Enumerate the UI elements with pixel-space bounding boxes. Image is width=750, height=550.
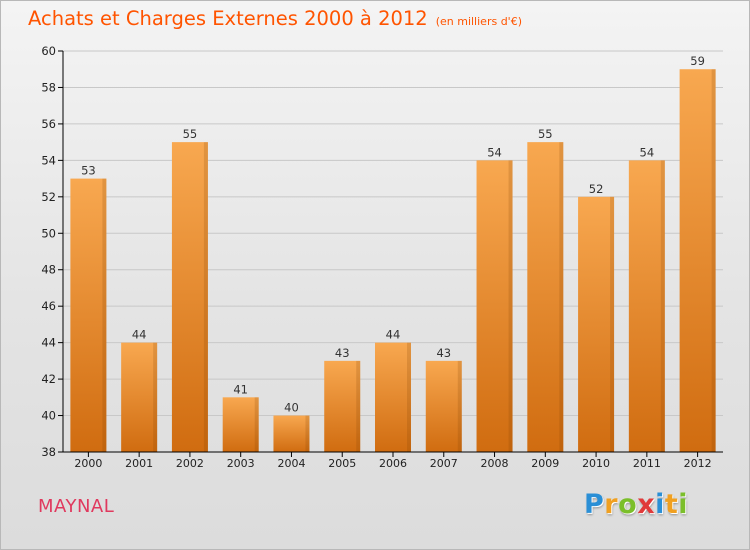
axes — [58, 50, 723, 457]
data-label: 54 — [640, 145, 655, 159]
bar-shade — [610, 196, 615, 452]
data-label: 54 — [487, 145, 502, 159]
y-tick-label: 60 — [41, 44, 56, 58]
y-tick-label: 38 — [41, 445, 56, 459]
x-tick-label: 2005 — [328, 457, 356, 470]
logo-letter: o — [618, 489, 638, 520]
bar-shade — [559, 142, 564, 453]
x-tick-label: 2002 — [176, 457, 204, 470]
x-tick-label: 2012 — [684, 457, 712, 470]
data-label: 44 — [386, 328, 401, 342]
logo-letter: P — [584, 489, 605, 520]
data-label: 55 — [183, 127, 198, 141]
data-label: 52 — [589, 182, 604, 196]
proxiti-logo[interactable]: Proxiti — [584, 489, 688, 520]
data-label: 44 — [132, 328, 147, 342]
x-tick-label: 2010 — [582, 457, 610, 470]
bar — [375, 342, 411, 452]
bar-shade — [660, 160, 665, 452]
bar-shade — [711, 69, 716, 453]
bar-shade — [203, 142, 208, 453]
data-label: 53 — [81, 164, 96, 178]
data-label: 55 — [538, 127, 553, 141]
y-tick-label: 44 — [41, 336, 56, 350]
y-tick-label: 46 — [41, 299, 56, 313]
data-label: 59 — [690, 54, 705, 68]
y-tick-label: 52 — [41, 190, 56, 204]
y-tick-label: 40 — [41, 409, 56, 423]
bar — [273, 415, 310, 452]
bar-shade — [407, 342, 411, 452]
x-tick-label: 2004 — [277, 457, 305, 470]
x-tick-label: 2001 — [125, 457, 153, 470]
bar — [70, 178, 107, 452]
x-tick-label: 2009 — [531, 457, 559, 470]
x-tick-label: 2011 — [633, 457, 661, 470]
logo-letter: i — [655, 489, 665, 520]
chart-unit: (en milliers d'€) — [435, 15, 522, 28]
bar — [476, 160, 513, 452]
y-tick-label: 50 — [41, 226, 56, 240]
x-tick-label: 2007 — [430, 457, 458, 470]
bar-shade — [254, 397, 259, 452]
bar — [324, 360, 361, 452]
data-label: 43 — [335, 346, 350, 360]
y-tick-label: 58 — [41, 80, 56, 94]
bar — [425, 360, 462, 452]
x-tick-label: 2003 — [227, 457, 255, 470]
x-tick-label: 2008 — [481, 457, 509, 470]
bar-shade — [305, 415, 310, 452]
y-tick-label: 54 — [41, 153, 56, 167]
y-tick-label: 56 — [41, 117, 56, 131]
bar — [222, 397, 259, 452]
y-tick-label: 48 — [41, 263, 56, 277]
bar — [679, 69, 716, 453]
y-tick-label: 42 — [41, 372, 56, 386]
data-label: 41 — [233, 382, 248, 396]
bar — [628, 160, 665, 452]
bar — [171, 142, 208, 453]
logo-letter: i — [678, 489, 689, 520]
commune-name: MAYNAL — [38, 496, 115, 517]
bar-shade — [457, 360, 462, 452]
chart-title-text: Achats et Charges Externes 2000 à 2012 — [28, 7, 428, 30]
data-label: 43 — [436, 346, 451, 360]
bar — [527, 142, 564, 453]
bar — [121, 342, 158, 452]
bar — [578, 196, 615, 452]
logo-letter: x — [637, 489, 656, 520]
bars — [70, 69, 716, 453]
bar-shade — [356, 360, 361, 452]
x-tick-label: 2006 — [379, 457, 407, 470]
x-tick-label: 2000 — [74, 457, 102, 470]
labels: 38 40 42 44 46 48 50 52 54 56 58 60 53 2000 44 2001 55 20… — [41, 44, 711, 470]
data-label: 40 — [284, 401, 299, 415]
bar-shade — [102, 178, 107, 452]
bar-shade — [508, 160, 513, 452]
bar-shade — [153, 342, 158, 452]
logo-letter: r — [604, 489, 619, 520]
chart-title: Achats et Charges Externes 2000 à 2012 (e… — [28, 7, 522, 30]
logo-letter: t — [664, 489, 679, 520]
